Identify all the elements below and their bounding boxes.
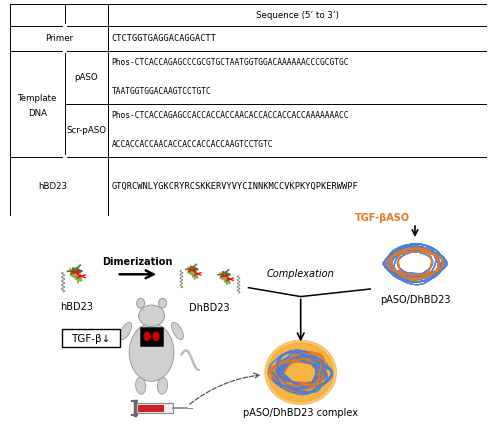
Ellipse shape	[158, 377, 167, 394]
Text: TAATGGTGGACAAGTCCTGTC: TAATGGTGGACAAGTCCTGTC	[111, 87, 211, 96]
Text: hBD23: hBD23	[38, 182, 68, 191]
Text: GTQRCWNLYGKCRYRCSKKERVYVYCINNKMCCVKPKYQPKERWWPF: GTQRCWNLYGKCRYRCSKKERVYVYCINNKMCCVKPKYQP…	[111, 182, 358, 191]
Text: ACCACCACCAACACCACCACCACCAAGTCCTGTC: ACCACCACCAACACCACCACCACCAAGTCCTGTC	[111, 140, 273, 149]
Text: Phos-CTCACCAGAGCCACCACCACCAACACCACCACCACCAAAAAAACC: Phos-CTCACCAGAGCCACCACCACCAACACCACCACCAC…	[111, 111, 349, 120]
Text: DNA: DNA	[28, 109, 47, 118]
Text: TGF-βASO: TGF-βASO	[355, 213, 410, 223]
Ellipse shape	[137, 298, 145, 308]
Text: CTCTGGTGAGGACAGGACTT: CTCTGGTGAGGACAGGACTT	[111, 34, 217, 43]
FancyBboxPatch shape	[62, 329, 120, 347]
Text: DhBD23: DhBD23	[189, 303, 230, 313]
Ellipse shape	[159, 298, 166, 308]
Text: Sequence (5’ to 3’): Sequence (5’ to 3’)	[256, 11, 339, 20]
Text: pASO/DhBD23: pASO/DhBD23	[380, 295, 450, 305]
Text: Dimerization: Dimerization	[102, 257, 173, 267]
Text: Template: Template	[18, 94, 57, 103]
Text: TGF-β↓: TGF-β↓	[71, 334, 111, 343]
Text: pASO: pASO	[75, 73, 98, 82]
FancyBboxPatch shape	[140, 327, 163, 346]
Ellipse shape	[153, 331, 160, 341]
Text: Complexation: Complexation	[267, 269, 334, 279]
Text: Phos-CTCACCAGAGCCCGCGTGCTAATGGTGGACAAAAAACCCGCGTGC: Phos-CTCACCAGAGCCCGCGTGCTAATGGTGGACAAAAA…	[111, 58, 349, 67]
Text: hBD23: hBD23	[61, 302, 93, 312]
Circle shape	[265, 340, 336, 405]
Ellipse shape	[139, 305, 165, 326]
FancyBboxPatch shape	[135, 403, 173, 413]
Ellipse shape	[144, 331, 151, 341]
Text: Primer: Primer	[45, 34, 73, 43]
Text: pASO/DhBD23 complex: pASO/DhBD23 complex	[243, 408, 358, 418]
Text: Scr-pASO: Scr-pASO	[66, 126, 106, 135]
Ellipse shape	[120, 322, 132, 339]
Ellipse shape	[171, 322, 183, 339]
Bar	[138, 405, 164, 412]
Ellipse shape	[136, 377, 146, 394]
Circle shape	[268, 343, 333, 402]
Ellipse shape	[129, 323, 174, 381]
